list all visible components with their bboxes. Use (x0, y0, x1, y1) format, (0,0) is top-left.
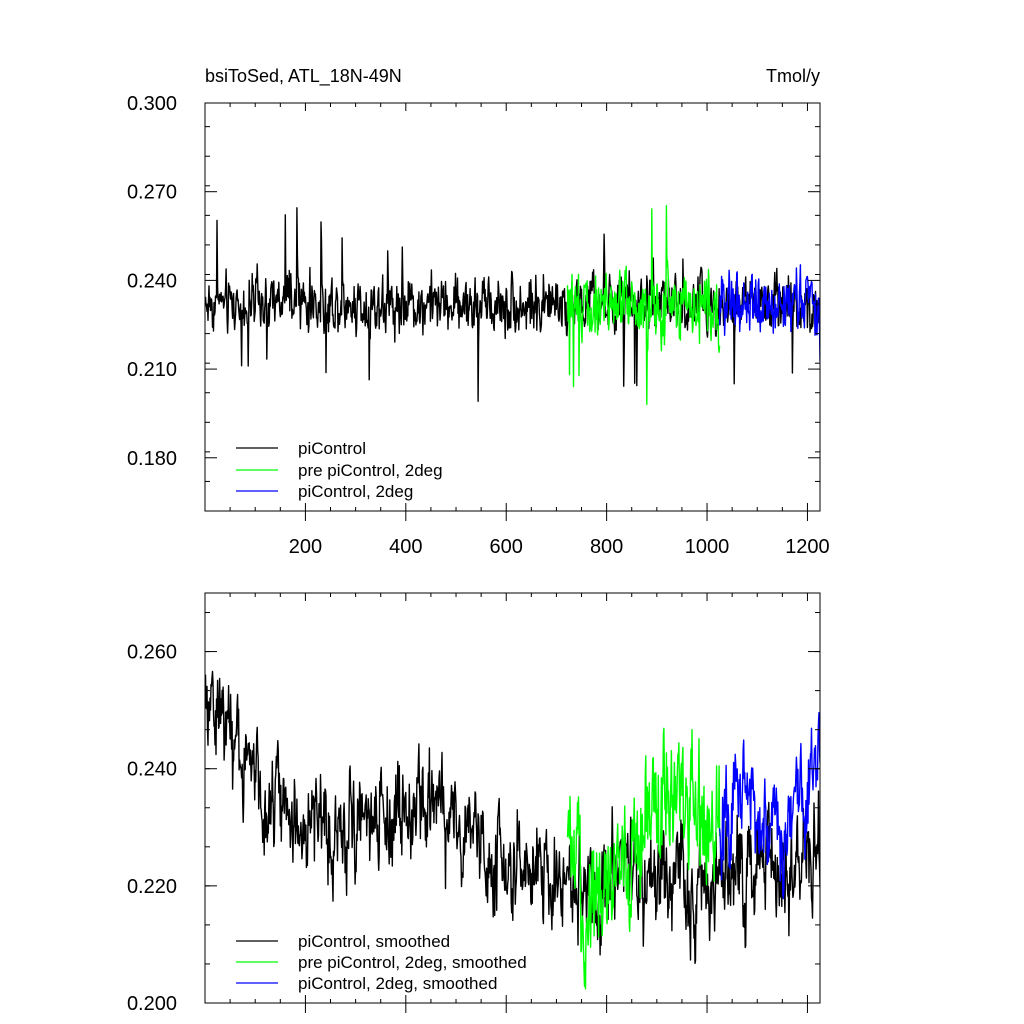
y-tick-label: 0.240 (127, 759, 177, 781)
series-line-picontrol-smoothed (205, 670, 820, 965)
legend-label-picontrol-2deg-smoothed: piControl, 2deg, smoothed (298, 974, 497, 993)
bottom-series-group (205, 670, 820, 990)
bottom-panel: 0.200 0.220 0.240 0.260 piControl, smoothed… (127, 592, 821, 1015)
chart-title: bsiToSed, ATL_18N-49N (205, 66, 402, 87)
legend-label-picontrol-smoothed: piControl, smoothed (298, 932, 450, 951)
x-tick-label: 400 (389, 536, 422, 558)
y-tick-label: 0.270 (127, 182, 177, 204)
x-tick-label: 800 (590, 536, 623, 558)
legend-label-picontrol: piControl (298, 439, 366, 458)
bottom-plot-frame (204, 592, 821, 1004)
legend-label-pre-picontrol-2deg-smoothed: pre piControl, 2deg, smoothed (298, 953, 527, 972)
y-tick-label: 0.300 (127, 93, 177, 115)
x-tick-label: 1000 (685, 536, 730, 558)
top-legend: piControl pre piControl, 2deg piControl,… (236, 439, 443, 501)
bottom-axis-ticks: 0.200 0.220 0.240 0.260 (127, 593, 820, 1015)
series-line-picontrol-2deg-smoothed (718, 712, 820, 900)
series-line-pre-picontrol-2deg-smoothed (566, 727, 721, 990)
legend-label-pre-picontrol-2deg: pre piControl, 2deg (298, 461, 443, 480)
series-line-pre-picontrol-2deg (566, 205, 721, 406)
x-tick-label: 200 (289, 536, 322, 558)
y-tick-label: 0.260 (127, 642, 177, 664)
x-tick-label: 600 (490, 536, 523, 558)
legend-label-picontrol-2deg: piControl, 2deg (298, 482, 413, 501)
top-panel: bsiToSed, ATL_18N-49N Tmol/y 200 400 600 80… (127, 66, 830, 558)
y-tick-label: 0.240 (127, 270, 177, 292)
x-tick-label: 1200 (785, 536, 830, 558)
y-tick-label: 0.210 (127, 359, 177, 381)
top-axis-ticks: 200 400 600 800 1000 1200 0.180 0.210 0.240 0.270… (127, 93, 830, 558)
units-label: Tmol/y (766, 66, 820, 86)
y-tick-label: 0.180 (127, 448, 177, 470)
top-series-group (205, 205, 820, 406)
top-plot-frame (204, 102, 821, 512)
bottom-legend: piControl, smoothed pre piControl, 2deg,… (236, 932, 527, 993)
y-tick-label: 0.220 (127, 876, 177, 898)
series-line-picontrol-2deg (718, 264, 820, 362)
y-tick-label: 0.200 (127, 993, 177, 1015)
